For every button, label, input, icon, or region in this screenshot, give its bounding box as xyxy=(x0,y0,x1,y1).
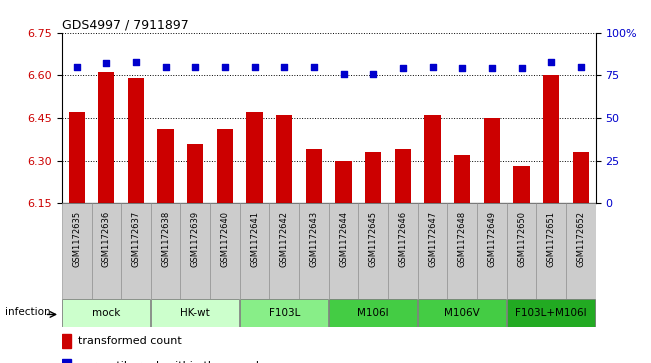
Text: GSM1172649: GSM1172649 xyxy=(488,211,496,267)
Bar xyxy=(506,203,536,299)
Point xyxy=(457,66,467,72)
Text: GSM1172642: GSM1172642 xyxy=(280,211,289,267)
Point xyxy=(398,66,408,72)
Text: M106V: M106V xyxy=(445,308,480,318)
Text: GSM1172636: GSM1172636 xyxy=(102,211,111,267)
Text: GSM1172646: GSM1172646 xyxy=(398,211,408,267)
Bar xyxy=(424,115,441,203)
Bar xyxy=(507,299,595,327)
Text: GSM1172638: GSM1172638 xyxy=(161,211,170,267)
Bar xyxy=(62,359,72,363)
Text: GSM1172651: GSM1172651 xyxy=(547,211,556,267)
Bar xyxy=(158,129,174,203)
Bar xyxy=(447,203,477,299)
Bar xyxy=(418,203,447,299)
Text: GSM1172640: GSM1172640 xyxy=(221,211,229,267)
Bar xyxy=(240,299,328,327)
Bar xyxy=(128,78,144,203)
Text: mock: mock xyxy=(92,308,120,318)
Point xyxy=(309,64,319,70)
Text: F103L+M106I: F103L+M106I xyxy=(516,308,587,318)
Text: transformed count: transformed count xyxy=(78,336,182,346)
Point xyxy=(427,64,437,70)
Bar xyxy=(62,334,72,348)
Point xyxy=(101,61,111,66)
Bar xyxy=(514,166,530,203)
Bar xyxy=(180,203,210,299)
Bar xyxy=(299,203,329,299)
Point xyxy=(546,59,557,65)
Bar xyxy=(217,129,233,203)
Bar xyxy=(240,203,270,299)
Text: F103L: F103L xyxy=(269,308,300,318)
Bar xyxy=(276,115,292,203)
Point xyxy=(368,71,378,77)
Bar xyxy=(152,299,239,327)
Bar xyxy=(151,203,180,299)
Text: percentile rank within the sample: percentile rank within the sample xyxy=(78,361,266,363)
Point xyxy=(249,64,260,70)
Point xyxy=(575,64,586,70)
Bar xyxy=(573,152,589,203)
Point xyxy=(339,71,349,77)
Point xyxy=(487,66,497,72)
Bar xyxy=(121,203,151,299)
Point xyxy=(131,59,141,65)
Text: GSM1172637: GSM1172637 xyxy=(132,211,141,267)
Point xyxy=(279,64,290,70)
Point xyxy=(72,64,82,70)
Text: GDS4997 / 7911897: GDS4997 / 7911897 xyxy=(62,18,189,31)
Bar xyxy=(419,299,506,327)
Text: GSM1172643: GSM1172643 xyxy=(309,211,318,267)
Bar xyxy=(329,299,417,327)
Text: GSM1172645: GSM1172645 xyxy=(368,211,378,267)
Bar xyxy=(98,73,115,203)
Text: M106I: M106I xyxy=(357,308,389,318)
Bar xyxy=(68,112,85,203)
Text: GSM1172641: GSM1172641 xyxy=(250,211,259,267)
Bar xyxy=(454,155,471,203)
Bar xyxy=(270,203,299,299)
Text: GSM1172644: GSM1172644 xyxy=(339,211,348,267)
Bar xyxy=(395,149,411,203)
Bar xyxy=(335,161,352,203)
Text: infection: infection xyxy=(5,307,51,317)
Bar xyxy=(62,203,92,299)
Bar xyxy=(543,76,559,203)
Text: GSM1172635: GSM1172635 xyxy=(72,211,81,267)
Bar xyxy=(247,112,263,203)
Point xyxy=(190,64,201,70)
Bar xyxy=(187,143,204,203)
Text: GSM1172650: GSM1172650 xyxy=(517,211,526,267)
Bar xyxy=(477,203,506,299)
Bar xyxy=(536,203,566,299)
Text: GSM1172652: GSM1172652 xyxy=(576,211,585,267)
Bar xyxy=(365,152,381,203)
Bar xyxy=(62,299,150,327)
Point xyxy=(220,64,230,70)
Text: HK-wt: HK-wt xyxy=(180,308,210,318)
Bar xyxy=(359,203,388,299)
Text: GSM1172648: GSM1172648 xyxy=(458,211,467,267)
Text: GSM1172647: GSM1172647 xyxy=(428,211,437,267)
Text: GSM1172639: GSM1172639 xyxy=(191,211,200,267)
Bar xyxy=(306,149,322,203)
Bar xyxy=(92,203,121,299)
Bar xyxy=(388,203,418,299)
Bar xyxy=(484,118,500,203)
Bar xyxy=(210,203,240,299)
Point xyxy=(516,66,527,72)
Point xyxy=(160,64,171,70)
Bar xyxy=(566,203,596,299)
Bar xyxy=(329,203,359,299)
